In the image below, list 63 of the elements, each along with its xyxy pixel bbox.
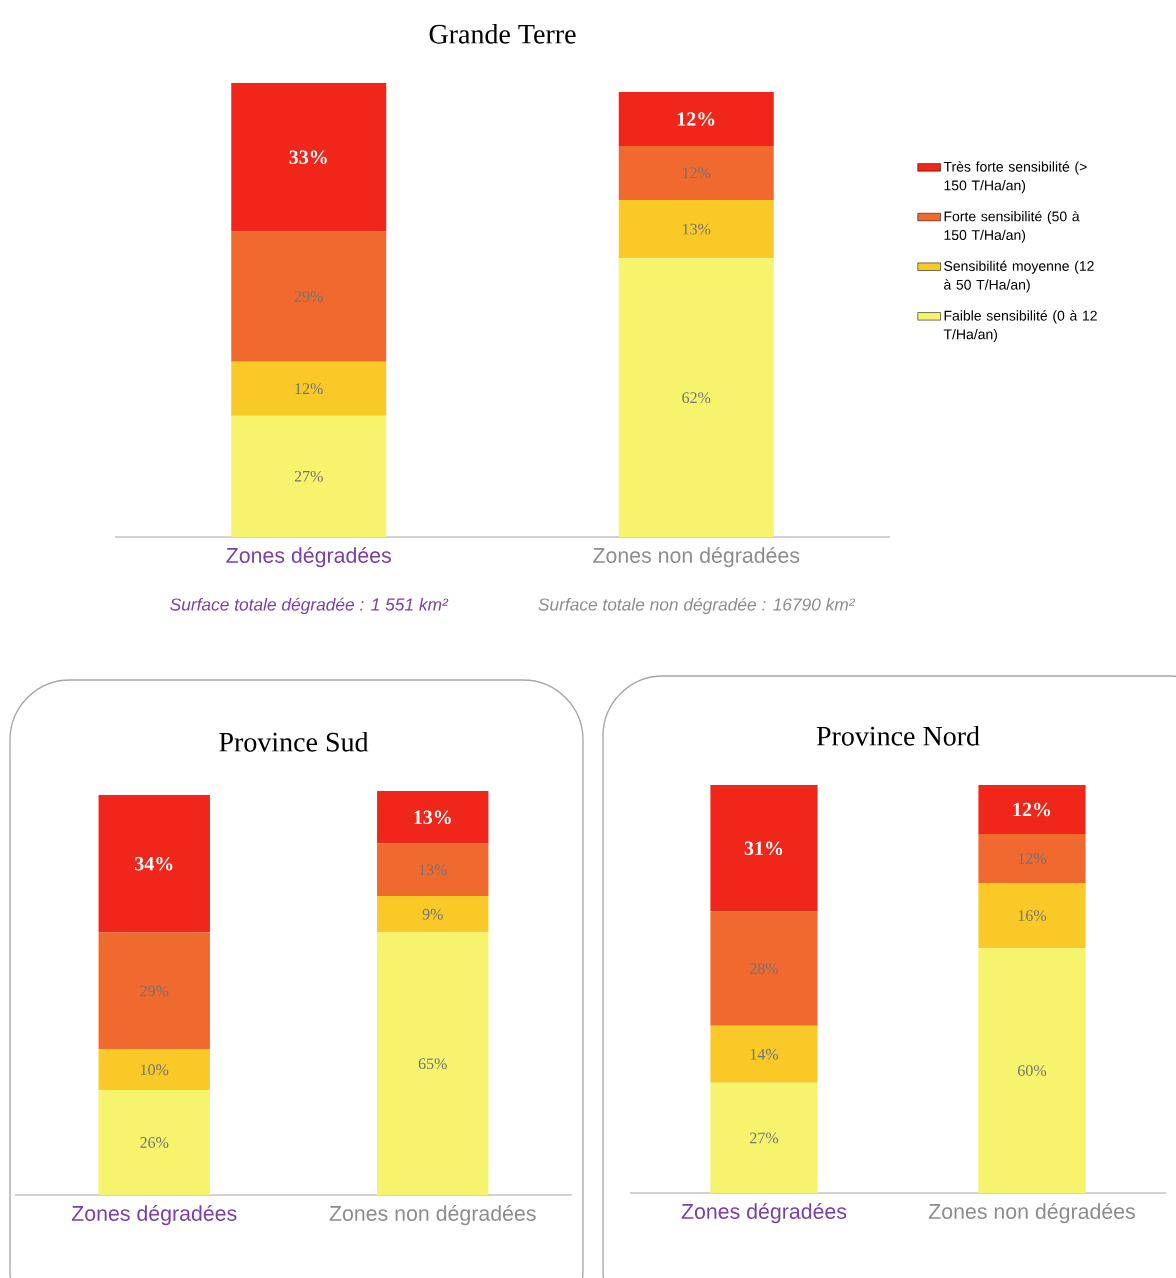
bar — [98, 1089, 210, 1196]
data-label: 62% — [682, 392, 711, 404]
bar — [618, 199, 774, 259]
data-label: 26% — [140, 1137, 169, 1148]
bar — [98, 932, 210, 1050]
data-label: 12% — [1018, 853, 1047, 864]
data-label: 29% — [140, 985, 169, 997]
bar — [231, 415, 387, 538]
legend-label: Forte sensibilité (50 à 150 T/Ha/an) — [944, 210, 1080, 243]
bar — [978, 948, 1086, 1194]
x-tick-label: Zones non dégradées — [593, 547, 800, 568]
data-label: 29% — [294, 291, 323, 302]
bar — [231, 83, 387, 232]
data-label: 14% — [750, 1048, 779, 1060]
data-label: 12% — [682, 167, 711, 179]
bar — [98, 795, 210, 933]
bar — [377, 896, 489, 933]
data-label: 13% — [414, 810, 451, 825]
legend-label: Sensibilité moyenne (12 à 50 T/Ha/an) — [944, 260, 1094, 293]
data-label: 34% — [135, 856, 173, 871]
data-label: 12% — [677, 112, 715, 126]
data-label: 65% — [418, 1058, 447, 1070]
data-label: 13% — [682, 223, 711, 235]
data-label: 27% — [750, 1132, 779, 1144]
x-tick-label: Zones dégradées — [226, 547, 391, 568]
x-tick-label: Zones dégradées — [71, 1205, 237, 1226]
bar — [710, 911, 818, 1026]
chart-title: Province Sud — [219, 731, 369, 752]
bar — [98, 1049, 210, 1090]
bar — [710, 1025, 818, 1083]
text: Surface totale dégradée : 1 551 km² — [170, 597, 449, 615]
bar — [231, 231, 387, 362]
data-label: 12% — [1013, 802, 1051, 817]
bar — [710, 1082, 818, 1194]
data-label: 16% — [1018, 910, 1047, 921]
x-tick-label: Zones non dégradées — [329, 1205, 536, 1226]
data-label: 31% — [744, 841, 783, 856]
bar — [978, 882, 1086, 949]
text: Surface totale non dégradée : 16790 km² — [538, 597, 856, 615]
bar — [377, 791, 489, 844]
bar — [978, 785, 1086, 834]
legend-label: Très forte sensibilité (> 150 T/Ha/an) — [943, 161, 1087, 194]
data-label: 60% — [1018, 1065, 1047, 1077]
chart-title: Province Nord — [816, 725, 980, 746]
legend-label: Faible sensibilité (0 à 12 T/Ha/an) — [943, 310, 1097, 343]
data-label: 9% — [422, 908, 443, 920]
bar — [978, 833, 1086, 883]
data-label: 33% — [289, 150, 327, 164]
bar — [618, 92, 774, 146]
data-label: 12% — [295, 383, 323, 395]
bar — [231, 361, 387, 416]
bar — [618, 258, 774, 538]
x-tick-label: Zones non dégradées — [928, 1203, 1135, 1224]
bar — [618, 145, 774, 200]
bar — [710, 785, 818, 912]
data-label: 27% — [294, 470, 323, 482]
data-label: 13% — [419, 864, 447, 876]
x-tick-label: Zones dégradées — [681, 1203, 847, 1224]
chart-title: Grande Terre — [429, 23, 576, 44]
data-label: 10% — [140, 1064, 169, 1076]
bar — [377, 843, 489, 897]
bar — [377, 932, 489, 1196]
data-label: 28% — [750, 963, 779, 975]
